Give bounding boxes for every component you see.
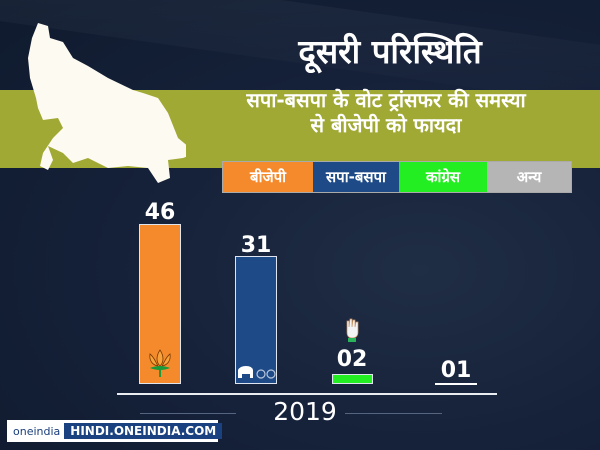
legend-item-others: अन्य	[487, 162, 571, 192]
chart-subtitle: सपा-बसपा के वोट ट्रांसफर की समस्या से बी…	[200, 88, 572, 138]
chart-title: दूसरी परिस्थिति	[298, 32, 482, 71]
bar-congress	[332, 374, 373, 384]
lotus-icon	[149, 349, 171, 377]
year-label: 2019	[273, 397, 337, 426]
value-label-congress: 02	[336, 347, 368, 372]
subtitle-line-1: सपा-बसपा के वोट ट्रांसफर की समस्या	[246, 88, 526, 112]
oneindia-logo[interactable]: oneindia HINDI.ONEINDIA.COM	[7, 420, 223, 442]
brand-name: oneindia	[13, 424, 61, 438]
subtitle-line-2: से बीजेपी को फायदा	[310, 113, 462, 137]
site-url[interactable]: HINDI.ONEINDIA.COM	[64, 423, 223, 439]
year-divider-right	[345, 413, 442, 414]
uttar-pradesh-map-icon	[28, 23, 186, 183]
hand-icon	[346, 318, 359, 342]
legend-item-congress: कांग्रेस	[399, 162, 487, 192]
value-label-sp-bsp: 31	[240, 233, 272, 258]
legend-item-sp-bsp: सपा-बसपा	[313, 162, 399, 192]
legend-item-bjp: बीजेपी	[223, 162, 313, 192]
bar-others	[435, 383, 477, 385]
elephant-cycle-icon	[238, 366, 276, 379]
value-label-others: 01	[440, 358, 472, 383]
value-label-bjp: 46	[144, 200, 176, 225]
x-axis-line	[117, 393, 497, 395]
year-divider-left	[140, 413, 236, 414]
bar-sp-bsp	[235, 256, 277, 384]
legend: बीजेपी सपा-बसपा कांग्रेस अन्य	[222, 161, 572, 193]
